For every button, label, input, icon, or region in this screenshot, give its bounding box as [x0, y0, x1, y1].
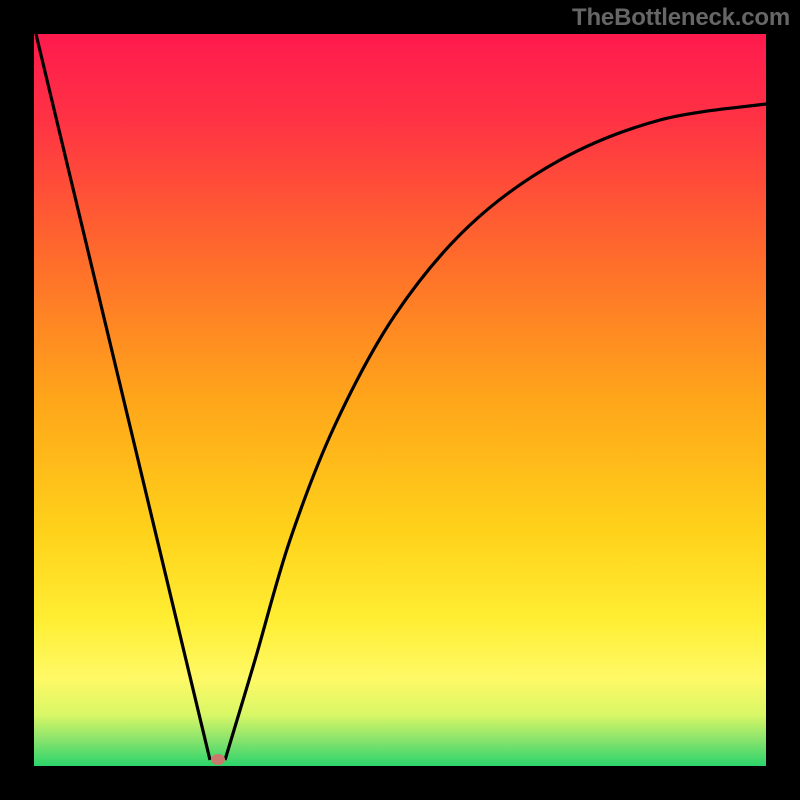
gradient-background: [34, 34, 766, 766]
plot-area: [34, 34, 766, 766]
chart-container: TheBottleneck.com: [0, 0, 800, 800]
bottleneck-curve: [34, 34, 766, 766]
watermark-text: TheBottleneck.com: [572, 4, 790, 32]
minimum-marker: [211, 754, 225, 765]
